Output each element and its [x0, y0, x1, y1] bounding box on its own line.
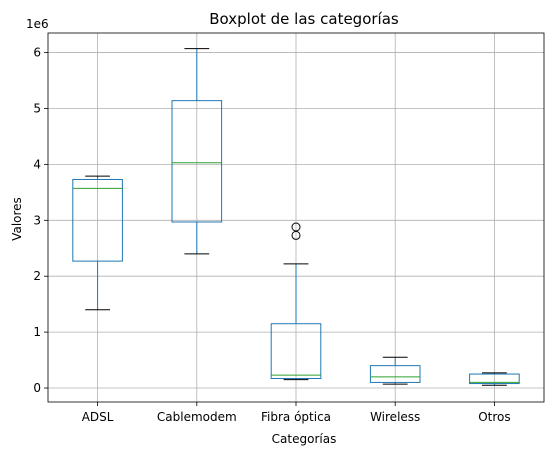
- box: [369, 365, 421, 383]
- box: [72, 178, 123, 262]
- x-tick-label: Fibra óptica: [261, 410, 331, 424]
- x-tick-label: Wireless: [370, 410, 420, 424]
- x-tick-label: Cablemodem: [157, 410, 237, 424]
- y-tick-label: 0: [33, 381, 41, 395]
- outlier-point: [291, 222, 301, 232]
- y-tick-label: 5: [33, 101, 41, 115]
- x-axis-label: Categorías: [272, 432, 337, 446]
- y-tick-label: 4: [33, 157, 41, 171]
- y-tick-label: 3: [33, 213, 41, 227]
- box: [270, 323, 322, 380]
- y-offset-label: 1e6: [26, 17, 49, 31]
- y-axis-label: Valores: [10, 197, 24, 241]
- box: [171, 100, 223, 223]
- y-tick-label: 1: [33, 325, 41, 339]
- y-tick-label: 6: [33, 46, 41, 60]
- y-tick-label: 2: [33, 269, 41, 283]
- x-tick-label: Otros: [478, 410, 510, 424]
- box: [469, 373, 520, 385]
- chart-title: Boxplot de las categorías: [209, 10, 399, 28]
- plot-area: 0 1 2 3 4 5 6 ADSL Cablemodem Fibra óptica Wireles…: [33, 32, 545, 424]
- x-tick-label: ADSL: [82, 410, 114, 424]
